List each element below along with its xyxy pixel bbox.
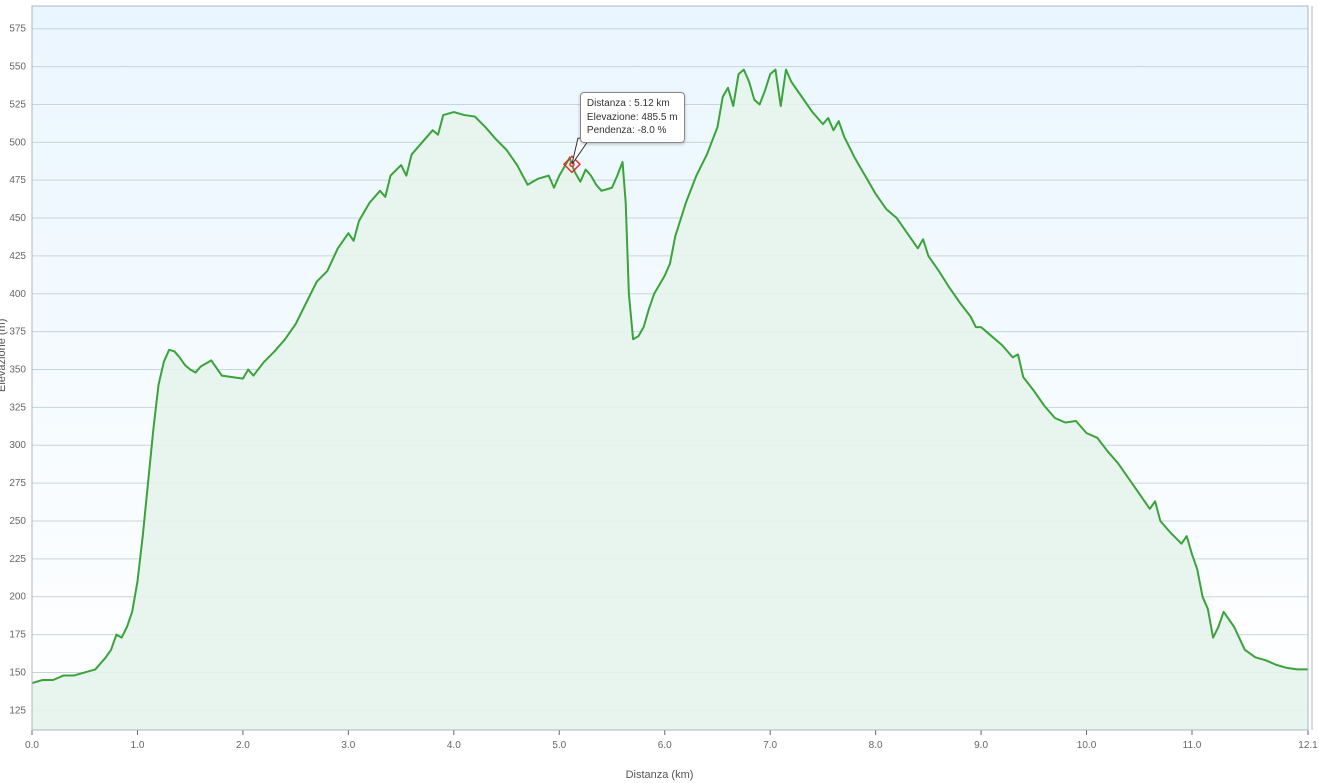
svg-text:0.0: 0.0	[25, 740, 39, 751]
svg-text:275: 275	[9, 478, 26, 489]
svg-text:375: 375	[9, 327, 26, 338]
tooltip-distance-label: Distanza :	[587, 98, 631, 109]
y-axis-label: Elevazione (m)	[0, 318, 8, 391]
elevation-chart: Elevazione (m) 125 150 175 200 225 250 275 300 3…	[0, 0, 1319, 783]
tooltip-elevation-label: Elevazione:	[587, 112, 639, 123]
svg-text:150: 150	[9, 667, 26, 678]
svg-text:10.0: 10.0	[1077, 740, 1097, 751]
svg-text:200: 200	[9, 592, 26, 603]
svg-text:4.0: 4.0	[447, 740, 461, 751]
tooltip-line-elevation: Elevazione: 485.5 m	[587, 111, 678, 125]
svg-text:5.0: 5.0	[552, 740, 566, 751]
tooltip-distance-value: 5.12 km	[634, 98, 670, 109]
svg-text:550: 550	[9, 62, 26, 73]
svg-text:425: 425	[9, 251, 26, 262]
svg-text:6.0: 6.0	[658, 740, 672, 751]
svg-text:525: 525	[9, 99, 26, 110]
svg-text:7.0: 7.0	[763, 740, 777, 751]
svg-text:225: 225	[9, 554, 26, 565]
tooltip-slope-value: -8.0 %	[638, 125, 667, 136]
svg-text:1.0: 1.0	[131, 740, 145, 751]
svg-text:400: 400	[9, 289, 26, 300]
tooltip-slope-label: Pendenza:	[587, 125, 635, 136]
svg-text:250: 250	[9, 516, 26, 527]
data-tooltip: Distanza : 5.12 km Elevazione: 485.5 m P…	[580, 92, 685, 143]
svg-text:350: 350	[9, 365, 26, 376]
svg-text:8.0: 8.0	[869, 740, 883, 751]
svg-text:325: 325	[9, 402, 26, 413]
svg-text:3.0: 3.0	[341, 740, 355, 751]
svg-text:125: 125	[9, 705, 26, 716]
svg-text:575: 575	[9, 24, 26, 35]
svg-text:450: 450	[9, 213, 26, 224]
x-axis-label: Distanza (km)	[0, 769, 1319, 781]
svg-text:500: 500	[9, 137, 26, 148]
svg-text:9.0: 9.0	[974, 740, 988, 751]
svg-text:12.1: 12.1	[1298, 740, 1318, 751]
svg-text:300: 300	[9, 440, 26, 451]
tooltip-elevation-value: 485.5 m	[641, 112, 677, 123]
svg-text:475: 475	[9, 175, 26, 186]
tooltip-line-slope: Pendenza: -8.0 %	[587, 124, 678, 138]
svg-text:175: 175	[9, 630, 26, 641]
svg-text:11.0: 11.0	[1183, 740, 1202, 751]
tooltip-line-distance: Distanza : 5.12 km	[587, 97, 678, 111]
svg-text:2.0: 2.0	[236, 740, 250, 751]
